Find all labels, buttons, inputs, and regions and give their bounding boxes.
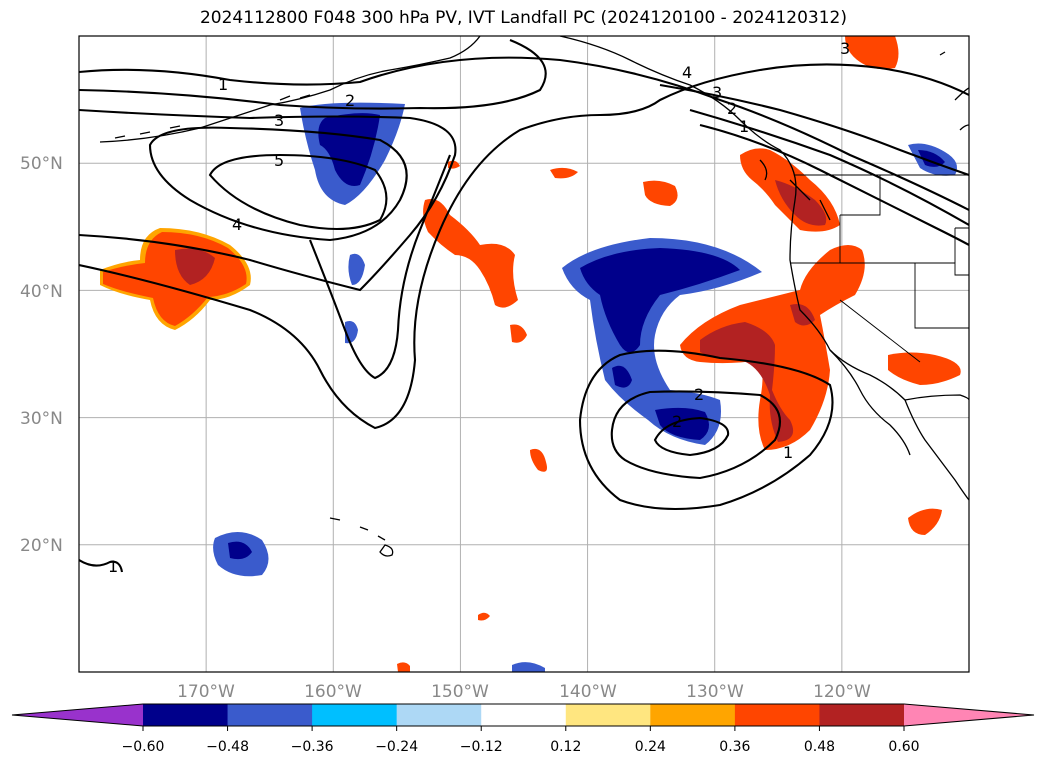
colorbar-outline [11,703,1035,727]
map-title: 2024112800 F048 300 hPa PV, IVT Landfall… [199,8,847,28]
lat-label-40: 40°N [20,282,63,302]
pv-contour-east-3 [699,123,969,246]
colorbar-segment [481,704,567,726]
colorbar-segment [734,704,820,726]
lon-label-150w: 150°W [431,682,489,702]
lat-label-30: 30°N [20,409,63,429]
longitude-labels: 170°W 160°W 150°W 140°W 130°W 120°W [177,682,871,702]
pv-contour-4 [148,126,408,242]
map-content: 1 2 3 4 5 2 1 4 3 2 1 2 1 3 [79,36,969,672]
colorbar: −0.60 −0.48 −0.36 −0.24 −0.12 0.12 0.24 0.36 0.4… [11,703,1035,755]
lon-label-160w: 160°W [304,682,362,702]
colorbar-tick-label: −0.48 [206,739,249,755]
colorbar-extend-high [904,704,1034,726]
colorbar-tick-label: 0.24 [635,739,666,755]
lat-label-50: 50°N [20,154,63,174]
pv-contour-low-2 [610,390,781,480]
coast-baja [829,349,911,456]
contour-label: 1 [739,117,749,136]
positive-pc-regions [100,36,961,672]
pv-contour-2 [79,39,547,110]
colorbar-tick-label: 0.12 [550,739,581,755]
colorbar-tick-label: −0.24 [375,739,418,755]
coast-alaska [99,36,481,143]
colorbar-segments [12,704,1034,726]
contour-label: 2 [727,99,737,118]
pv-contour-east-1 [659,83,969,176]
colorbar-ticks: −0.60 −0.48 −0.36 −0.24 −0.12 0.12 0.24 0.36 0.4… [122,726,920,755]
contour-label: 2 [694,385,704,404]
negative-pc-regions [213,102,958,672]
colorbar-segment [396,704,482,726]
lon-label-140w: 140°W [559,682,617,702]
contour-label: 2 [672,412,682,431]
colorbar-segment [143,704,229,726]
coast-mexico [904,394,969,401]
coast-northeast [939,51,969,131]
pv-contour-5 [208,153,388,231]
contour-label: 1 [218,75,228,94]
pv-contour-low-1 [578,349,834,511]
latitude-labels: 50°N 40°N 30°N 20°N [20,154,63,556]
colorbar-tick-label: 0.60 [888,739,919,755]
blob-mid-positive [423,199,518,308]
colorbar-tick-label: 0.48 [804,739,835,755]
colorbar-extend-low [12,704,143,726]
lat-label-20: 20°N [20,536,63,556]
colorbar-segment [650,704,736,726]
contour-label: 5 [274,151,284,170]
lon-label-170w: 170°W [177,682,235,702]
pv-contour-east-2 [689,108,969,226]
pv-contours [79,39,969,573]
pv-contour-low-3 [653,416,730,457]
contour-label: 2 [345,91,355,110]
coast-bc-islands [759,159,831,221]
coast-hawaii [329,517,394,557]
colorbar-tick-label: −0.36 [291,739,334,755]
coastlines [99,36,969,557]
colorbar-segment [312,704,398,726]
colorbar-segment [819,704,905,726]
lon-label-130w: 130°W [686,682,744,702]
colorbar-segment [565,704,651,726]
contour-labels: 1 2 3 4 5 2 1 4 3 2 1 2 1 3 [108,39,850,576]
pv-contour-1 [79,56,969,211]
colorbar-tick-label: 0.36 [719,739,750,755]
lon-label-120w: 120°W [813,682,871,702]
pv-contour-inner [309,154,451,380]
contour-label: 3 [840,39,850,58]
coast-north-america [559,36,969,501]
contour-label: 3 [274,111,284,130]
pv-contour-outer [79,63,969,430]
coast-aleutians [114,94,311,139]
contour-label: 4 [232,215,242,234]
map-background [79,36,969,672]
colorbar-tick-label: −0.12 [460,739,503,755]
contour-label: 1 [108,557,118,576]
contour-label: 3 [712,83,722,102]
colorbar-segment [227,704,313,726]
pv-contour-bottomleft [79,559,124,573]
political-borders [790,174,969,363]
contour-label: 1 [783,443,793,462]
map-frame [78,35,970,673]
pv-contour-3 [79,108,457,292]
colorbar-tick-label: −0.60 [122,739,165,755]
contour-label: 4 [682,63,692,82]
